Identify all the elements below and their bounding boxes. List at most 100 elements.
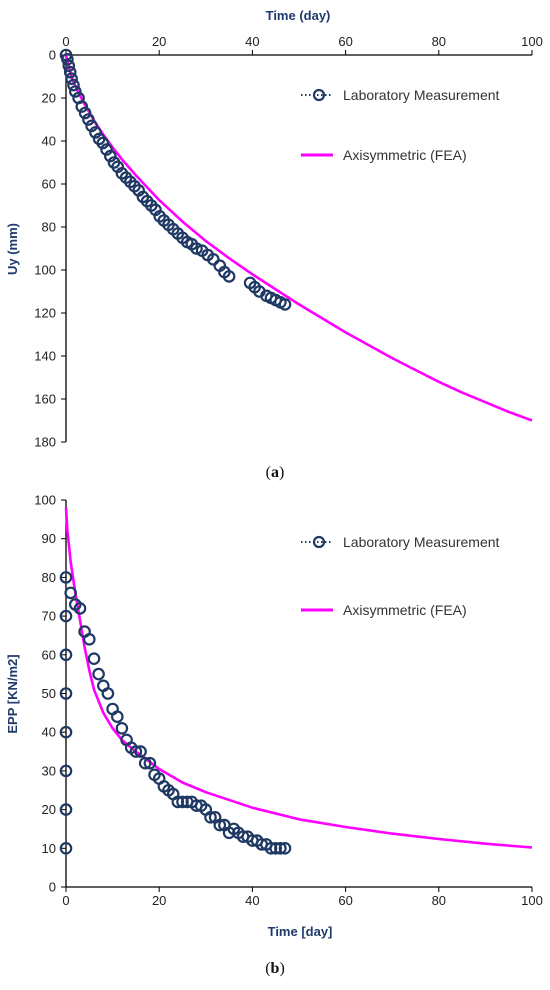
b-lab-point bbox=[59, 764, 73, 778]
chart-a-legend-lab-label: Laboratory Measurement bbox=[343, 87, 500, 103]
b-x-tick-label: 60 bbox=[338, 893, 352, 908]
a-lab-point bbox=[85, 119, 98, 133]
chart-b-x-axis-title: Time [day] bbox=[268, 924, 333, 939]
a-lab-point bbox=[61, 52, 74, 66]
chart-a-axes bbox=[65, 54, 532, 442]
b-lab-point bbox=[129, 745, 143, 758]
chart-a-y-axis-title: Uy (mm) bbox=[5, 223, 20, 275]
chart-a-legend: Laboratory Measurement Axisymmetric (FEA… bbox=[301, 87, 500, 163]
b-lab-point bbox=[138, 756, 152, 770]
b-y-tick-label: 30 bbox=[42, 763, 56, 778]
b-y-tick-label: 80 bbox=[42, 570, 56, 585]
b-lab-point bbox=[59, 609, 73, 623]
b-lab-point bbox=[274, 841, 287, 855]
b-lab-point bbox=[59, 687, 73, 700]
a-y-tick-label: 80 bbox=[42, 220, 56, 235]
b-lab-point bbox=[59, 571, 73, 584]
caption-a-letter: a bbox=[271, 464, 279, 481]
a-x-tick-label: 40 bbox=[245, 34, 259, 49]
b-lab-point bbox=[87, 652, 101, 665]
a-lab-point bbox=[190, 242, 203, 255]
b-y-tick-label: 50 bbox=[42, 686, 56, 701]
a-lab-point bbox=[78, 106, 92, 120]
b-lab-point bbox=[59, 803, 73, 816]
b-lab-point bbox=[92, 667, 105, 681]
b-y-tick-label: 90 bbox=[42, 531, 56, 546]
a-x-tick-label: 60 bbox=[338, 34, 352, 49]
a-lab-point bbox=[65, 72, 78, 85]
a-lab-point bbox=[89, 126, 102, 139]
b-lab-point bbox=[204, 810, 217, 824]
b-y-tick-label: 20 bbox=[42, 802, 56, 817]
a-lab-point bbox=[75, 100, 89, 113]
b-lab-point bbox=[115, 722, 129, 735]
b-x-tick-label: 40 bbox=[245, 893, 259, 908]
a-y-tick-label: 160 bbox=[34, 392, 56, 407]
a-lab-point bbox=[96, 136, 110, 150]
chart-b-series bbox=[59, 507, 533, 855]
b-lab-point bbox=[59, 648, 73, 662]
b-lab-point bbox=[59, 841, 73, 855]
a-y-tick-label: 0 bbox=[49, 48, 56, 63]
chart-b-legend-fea-label: Axisymmetric (FEA) bbox=[343, 602, 467, 618]
caption-b: (b) bbox=[265, 960, 285, 977]
chart-a-series bbox=[59, 48, 533, 422]
a-y-tick-label: 20 bbox=[42, 91, 56, 106]
a-x-tick-label: 80 bbox=[432, 34, 446, 49]
chart-a-x-ticks: 0 20 40 60 80 100 bbox=[62, 34, 543, 55]
a-y-tick-label: 60 bbox=[42, 177, 56, 192]
chart-b-y-ticks: 0 10 20 30 40 50 60 70 80 90 100 bbox=[34, 493, 66, 895]
a-lab-point bbox=[69, 85, 82, 98]
chart-b-y-axis-title: EPP [KN/m2] bbox=[5, 654, 20, 733]
a-lab-point bbox=[278, 298, 292, 311]
a-y-tick-label: 180 bbox=[34, 435, 56, 450]
chart-b-legend: Laboratory Measurement Axisymmetric (FEA… bbox=[301, 534, 500, 618]
b-x-tick-label: 100 bbox=[521, 893, 543, 908]
a-y-tick-label: 140 bbox=[34, 349, 56, 364]
a-lab-point bbox=[222, 270, 236, 283]
a-x-tick-label: 20 bbox=[152, 34, 166, 49]
a-lab-point bbox=[100, 143, 113, 156]
chart-b-axes bbox=[65, 500, 532, 888]
b-y-tick-label: 40 bbox=[42, 725, 56, 740]
chart-a-y-ticks: 0 20 40 60 80 100 120 140 160 180 bbox=[34, 48, 66, 450]
b-lab-point bbox=[111, 710, 124, 723]
b-fea-line bbox=[64, 507, 533, 849]
caption-b-letter: b bbox=[270, 960, 280, 977]
chart-a-x-axis-title: Time (day) bbox=[266, 8, 331, 23]
b-lab-point bbox=[101, 687, 115, 700]
b-y-tick-label: 10 bbox=[42, 841, 56, 856]
b-lab-point bbox=[73, 602, 87, 615]
chart-b-pore-pressure: Time [day] EPP [KN/m2] 0 20 40 60 80 100 0 10 2… bbox=[5, 493, 543, 940]
b-x-tick-label: 0 bbox=[62, 893, 69, 908]
b-lab-point bbox=[278, 841, 292, 855]
chart-a-legend-fea-label: Axisymmetric (FEA) bbox=[343, 147, 467, 163]
b-x-tick-label: 20 bbox=[152, 893, 166, 908]
b-x-tick-label: 80 bbox=[432, 893, 446, 908]
b-lab-point bbox=[83, 633, 96, 646]
chart-b-x-ticks: 0 20 40 60 80 100 bbox=[62, 887, 543, 908]
a-lab-point bbox=[63, 65, 77, 79]
a-lab-point bbox=[62, 59, 76, 73]
a-fea-line bbox=[64, 54, 533, 422]
a-lab-point bbox=[82, 113, 95, 126]
a-y-tick-label: 100 bbox=[34, 263, 56, 278]
a-lab-point bbox=[207, 252, 220, 266]
a-x-tick-label: 0 bbox=[62, 34, 69, 49]
b-lab-point bbox=[143, 756, 157, 770]
a-lab-point bbox=[67, 78, 80, 92]
chart-a-settlement: Time (day) Uy (mm) 0 20 40 60 80 100 0 20 40 60 8… bbox=[5, 8, 543, 450]
b-y-tick-label: 60 bbox=[42, 647, 56, 662]
a-lab-point bbox=[104, 149, 117, 163]
b-y-tick-label: 100 bbox=[34, 493, 56, 508]
a-x-tick-label: 100 bbox=[521, 34, 543, 49]
chart-b-legend-lab-marker bbox=[312, 535, 326, 549]
caption-a: (a) bbox=[265, 464, 285, 481]
b-y-tick-label: 70 bbox=[42, 609, 56, 624]
b-lab-point bbox=[64, 586, 77, 600]
a-y-tick-label: 40 bbox=[42, 134, 56, 149]
b-lab-point bbox=[134, 745, 147, 758]
b-y-tick-label: 0 bbox=[49, 880, 56, 895]
b-lab-point bbox=[59, 725, 73, 739]
b-lab-point bbox=[213, 818, 227, 832]
